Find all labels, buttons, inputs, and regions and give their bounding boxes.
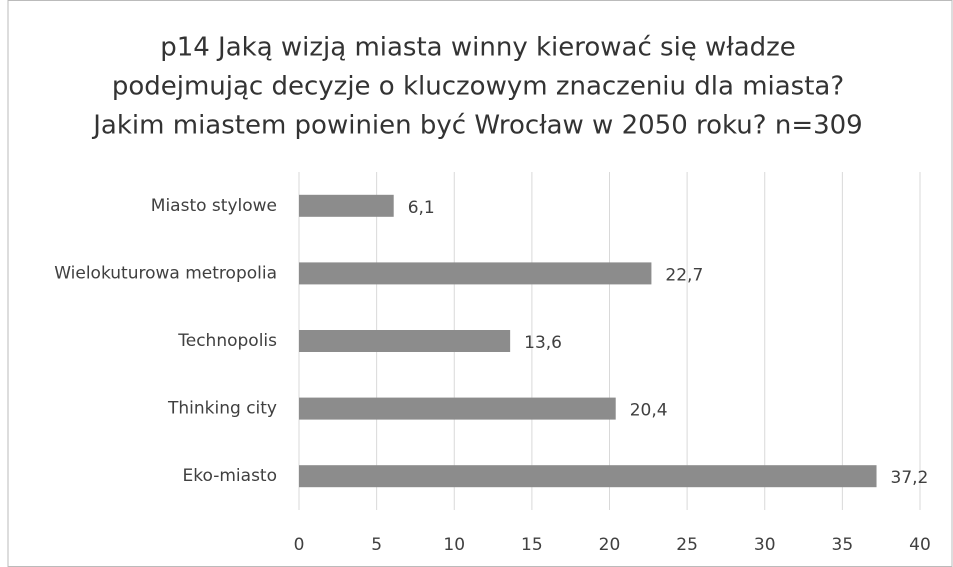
bar xyxy=(299,262,652,285)
data-label: 22,7 xyxy=(665,265,703,285)
x-tick-label: 35 xyxy=(832,535,854,555)
y-tick-label: Thinking city xyxy=(167,399,277,419)
data-label: 13,6 xyxy=(524,333,562,353)
chart-title: podejmując decyzje o kluczowym znaczeniu… xyxy=(112,72,844,102)
data-label: 20,4 xyxy=(630,401,668,421)
y-tick-label: Miasto stylowe xyxy=(151,196,277,216)
bar xyxy=(299,330,511,352)
x-tick-label: 0 xyxy=(294,535,305,555)
x-tick-label: 5 xyxy=(371,535,382,555)
x-tick-label: 20 xyxy=(599,535,621,555)
y-tick-label: Technopolis xyxy=(177,331,277,351)
y-tick-label: Wielokuturowa metropolia xyxy=(54,263,277,283)
data-label: 37,2 xyxy=(891,468,929,488)
x-tick-label: 10 xyxy=(443,535,465,555)
chart-title: p14 Jaką wizją miasta winny kierować się… xyxy=(160,33,796,63)
bar xyxy=(299,465,877,488)
bar xyxy=(299,194,394,217)
x-tick-label: 30 xyxy=(754,535,776,555)
data-label: 6,1 xyxy=(408,198,435,218)
y-tick-label: Eko-miasto xyxy=(183,466,277,486)
x-tick-label: 25 xyxy=(676,535,698,555)
bar xyxy=(299,397,616,420)
x-tick-label: 40 xyxy=(909,535,931,555)
x-tick-label: 15 xyxy=(521,535,543,555)
chart-title: Jakim miastem powinien być Wrocław w 205… xyxy=(91,111,862,141)
